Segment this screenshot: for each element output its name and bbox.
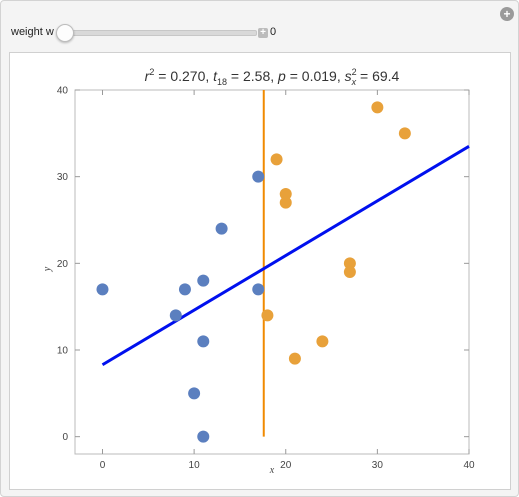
title-s-sub: x: [351, 77, 357, 87]
blue-data-point: [197, 335, 210, 348]
plus-circle-icon[interactable]: +: [500, 7, 514, 21]
title-r-sup: 2: [149, 67, 154, 77]
orange-data-point: [371, 101, 384, 114]
orange-data-point: [343, 257, 356, 270]
regression-line: [101, 145, 470, 367]
orange-data-point: [398, 127, 411, 140]
orange-data-point: [279, 188, 292, 200]
title-s-value: = 69.4: [356, 68, 399, 84]
title-p-symbol: p: [277, 68, 286, 84]
blue-data-point: [96, 283, 109, 296]
x-tick-label: 0: [100, 460, 106, 471]
title-t-sub: 18: [217, 77, 227, 87]
title-t-symbol: t: [213, 68, 218, 84]
blue-data-point: [215, 222, 228, 235]
title-t-value: = 2.58,: [227, 68, 278, 84]
title-s-symbol: s: [345, 68, 352, 84]
plus-square-icon[interactable]: +: [258, 28, 268, 38]
plot-frame: [74, 89, 470, 455]
orange-data-point: [270, 153, 283, 166]
y-tick-label: 40: [57, 86, 69, 97]
blue-data-point: [188, 387, 201, 400]
x-tick-label: 10: [189, 460, 201, 471]
title-s-sup: 2: [352, 67, 357, 77]
x-tick-label: 20: [280, 460, 292, 471]
y-tick-label: 20: [57, 259, 69, 270]
blue-data-point: [252, 283, 265, 296]
title-p-value: = 0.019,: [286, 68, 345, 84]
title-r-value: = 0.270,: [154, 68, 213, 84]
weight-slider-thumb[interactable]: [56, 24, 74, 42]
orange-data-point: [261, 309, 274, 322]
y-axis-title: y: [42, 266, 53, 272]
x-tick-label: 30: [372, 460, 384, 471]
y-tick-label: 0: [62, 432, 68, 443]
blue-data-point: [197, 274, 210, 287]
weight-slider-track[interactable]: [57, 30, 257, 36]
orange-data-point: [279, 196, 292, 209]
orange-data-point: [343, 266, 356, 278]
y-tick-label: 30: [57, 172, 69, 183]
plot-title: r2 = 0.270, t18 = 2.58, p = 0.019, s2 x =…: [145, 67, 400, 87]
orange-data-point: [316, 335, 329, 348]
plot-panel: 0 10 20 30 40 0 10 20 30 40 r2 = 0.270, t18 = 2.5…: [9, 52, 511, 490]
weight-value: 0: [270, 26, 277, 38]
x-axis-title: x: [269, 465, 275, 476]
weight-control: weight w + 0: [0, 22, 519, 44]
blue-data-point: [178, 283, 191, 296]
blue-data-point: [169, 309, 182, 322]
title-r-symbol: r: [145, 68, 151, 84]
weight-label: weight w: [11, 26, 54, 38]
x-tick-label: 40: [463, 460, 475, 471]
blue-data-point: [197, 430, 210, 443]
y-tick-label: 10: [57, 346, 69, 357]
blue-data-point: [252, 170, 265, 183]
orange-data-point: [288, 352, 301, 365]
